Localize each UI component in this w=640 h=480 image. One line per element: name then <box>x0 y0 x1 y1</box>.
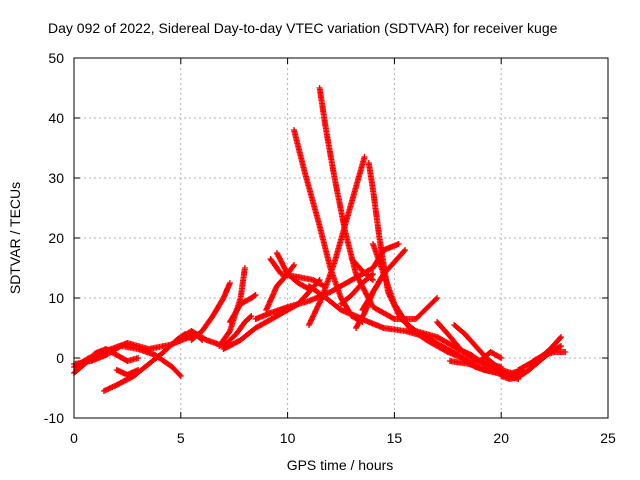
x-axis: 0 5 10 15 20 25 <box>70 58 616 446</box>
data-points <box>370 241 505 370</box>
series-track-9 <box>226 292 259 325</box>
y-axis: -10 0 10 20 30 40 50 <box>44 50 608 426</box>
series-track-7 <box>188 280 233 343</box>
y-tick-label: 50 <box>48 50 64 66</box>
x-tick-label: 10 <box>280 430 296 446</box>
y-tick-label: 20 <box>48 230 64 246</box>
chart-title: Day 092 of 2022, Sidereal Day-to-day VTE… <box>48 20 558 36</box>
x-axis-label: GPS time / hours <box>287 457 394 473</box>
data-points <box>306 154 368 328</box>
y-tick-label: 40 <box>48 110 64 126</box>
series-track-24 <box>370 241 505 370</box>
y-tick-label: 30 <box>48 170 64 186</box>
y-tick-label: 10 <box>48 290 64 306</box>
x-tick-label: 20 <box>493 430 509 446</box>
data-series <box>71 85 569 394</box>
data-points <box>291 127 366 325</box>
x-tick-label: 5 <box>177 430 185 446</box>
data-points <box>113 367 142 378</box>
data-points <box>226 292 259 325</box>
y-axis-label: SDTVAR / TECUs <box>7 182 23 294</box>
y-tick-label: -10 <box>44 410 64 426</box>
data-points <box>348 256 376 283</box>
series-track-17 <box>306 154 368 328</box>
y-tick-label: 0 <box>56 350 64 366</box>
x-tick-label: 25 <box>600 430 616 446</box>
series-track-21 <box>348 256 376 283</box>
series-track-5 <box>113 367 142 378</box>
data-points <box>188 280 233 343</box>
data-points <box>273 250 312 292</box>
series-track-32 <box>530 349 569 364</box>
series-track-14 <box>273 250 312 292</box>
data-points <box>530 349 569 364</box>
series-track-15 <box>291 127 366 325</box>
x-tick-label: 15 <box>387 430 403 446</box>
x-tick-label: 0 <box>70 430 78 446</box>
